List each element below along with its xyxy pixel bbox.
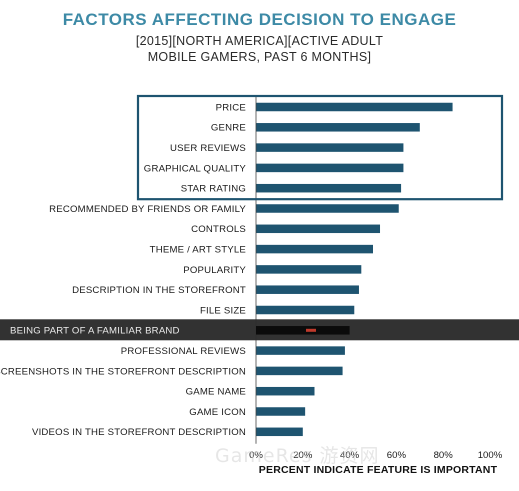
bar-8 xyxy=(256,244,373,254)
bar-7 xyxy=(256,224,381,234)
x-axis-title: PERCENT INDICATE FEATURE IS IMPORTANT xyxy=(259,464,498,476)
category-label-13: PROFESSIONAL REVIEWS xyxy=(121,346,246,357)
chart-subtitle-line-2: MOBILE GAMERS, PAST 6 MONTHS] xyxy=(147,50,372,64)
bar-15 xyxy=(256,386,315,396)
category-label-16: GAME ICON xyxy=(189,407,246,418)
bar-2 xyxy=(256,123,420,132)
bar-17 xyxy=(256,427,303,437)
x-tick-label-6: 100% xyxy=(478,450,503,461)
bar-12-overlay xyxy=(256,326,350,335)
category-label-9: POPULARITY xyxy=(183,265,246,276)
category-label-14: SCREENSHOTS IN THE STOREFRONT DESCRIPTIO… xyxy=(0,366,246,377)
category-label-7: CONTROLS xyxy=(191,224,246,235)
category-label-12: BEING PART OF A FAMILIAR BRAND xyxy=(10,326,180,337)
category-label-10: DESCRIPTION IN THE STOREFRONT xyxy=(72,285,246,296)
category-label-5: STAR RATING xyxy=(181,184,246,195)
bar-11 xyxy=(256,305,355,315)
band-red-mark xyxy=(306,328,316,332)
chart-subtitle-line-1: [2015][NORTH AMERICA][ACTIVE ADULT xyxy=(135,34,384,48)
x-tick-label-1: 0% xyxy=(249,450,263,461)
bar-5 xyxy=(256,183,402,193)
x-tick-label-3: 40% xyxy=(340,450,360,461)
category-label-2: GENRE xyxy=(211,123,246,134)
category-label-4: GRAPHICAL QUALITY xyxy=(144,163,247,174)
chart-title: FACTORS AFFECTING DECISION TO ENGAGE xyxy=(62,10,457,29)
category-label-3: USER REVIEWS xyxy=(170,143,246,154)
watermark-logo: GameRes 游资网 xyxy=(215,445,380,467)
category-label-1: PRICE xyxy=(216,102,246,113)
bar-13 xyxy=(256,346,345,355)
bar-6 xyxy=(256,204,399,213)
bar-4 xyxy=(256,163,404,173)
bar-16 xyxy=(256,407,306,416)
x-tick-label-5: 80% xyxy=(434,450,454,461)
highlight-box xyxy=(136,94,504,201)
category-label-17: VIDEOS IN THE STOREFRONT DESCRIPTION xyxy=(32,427,246,438)
x-tick-label-4: 60% xyxy=(387,450,407,461)
category-label-15: GAME NAME xyxy=(186,387,246,398)
bar-3 xyxy=(256,143,404,152)
bar-9 xyxy=(256,265,362,274)
x-tick-label-2: 20% xyxy=(293,450,313,461)
category-label-6: RECOMMENDED BY FRIENDS OR FAMILY xyxy=(49,204,246,215)
category-label-8: THEME / ART STYLE xyxy=(150,245,246,256)
bar-10 xyxy=(256,285,359,294)
bar-1 xyxy=(256,102,453,112)
bar-14 xyxy=(256,366,343,376)
category-label-11: FILE SIZE xyxy=(200,305,246,316)
